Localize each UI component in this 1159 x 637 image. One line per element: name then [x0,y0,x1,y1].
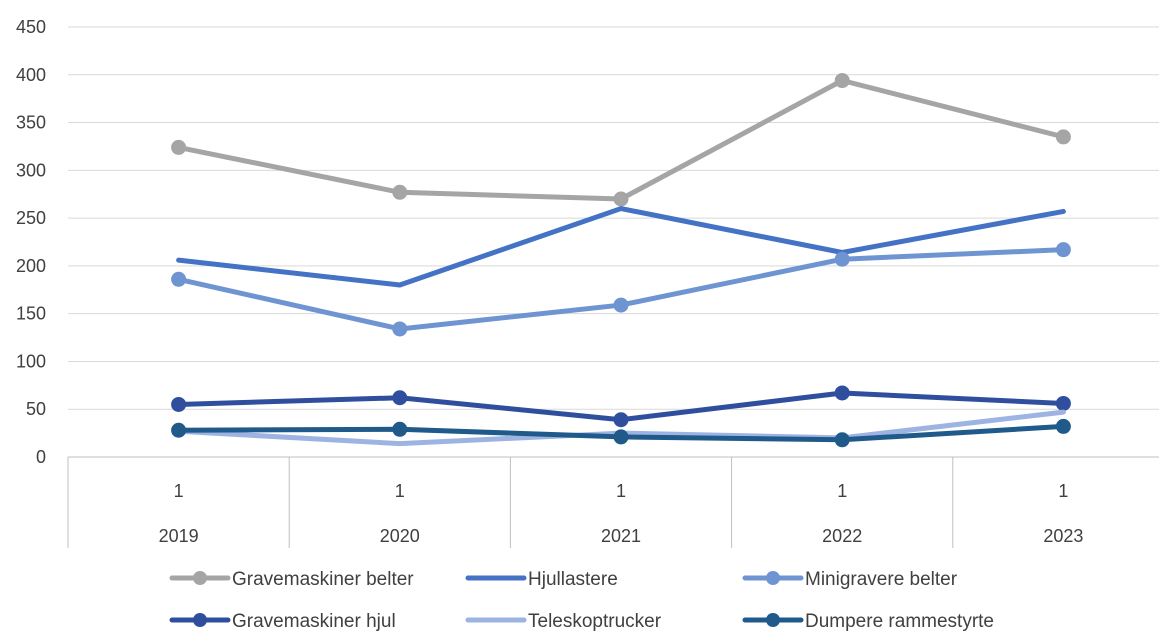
data-point [1055,418,1071,434]
legend-item: Teleskoptrucker [465,611,662,632]
data-point [392,390,408,406]
x-tick-label-year: 2023 [1043,526,1083,546]
legend-swatch-marker [193,571,207,585]
data-point [392,184,408,200]
legend-label: Gravemaskiner hjul [232,611,396,632]
legend-item: Minigravere belter [742,569,958,590]
legend-label: Hjullastere [528,569,618,590]
y-tick-label: 100 [16,351,46,371]
y-tick-label: 350 [16,113,46,133]
series-line [176,78,1066,202]
data-point [171,271,187,287]
data-point [1055,395,1071,411]
y-tick-label: 250 [16,208,46,228]
gridlines [68,26,1159,410]
x-tick-label-level1: 1 [1058,481,1068,501]
series-group [171,385,1071,428]
data-point [613,412,629,428]
y-tick-label: 0 [36,447,46,467]
series-group [171,73,1071,207]
series-lines [171,73,1071,448]
data-point [392,421,408,437]
data-point [171,139,187,155]
series-group [171,242,1071,337]
legend-label: Dumpere rammestyrte [805,611,994,632]
legend: Gravemaskiner belter Hjullastere Minigrave… [169,569,994,632]
x-tick-label-level1: 1 [395,481,405,501]
y-tick-label: 300 [16,160,46,180]
y-tick-label: 200 [16,256,46,276]
legend-label: Teleskoptrucker [528,611,662,632]
data-point [613,191,629,207]
x-tick-label-year: 2021 [601,526,641,546]
legend-label: Minigravere belter [805,569,958,590]
y-axis: 0 50 100 150 200 250 300 350 400 450 [16,17,46,467]
data-point [834,73,850,89]
data-point [613,429,629,445]
y-tick-label: 450 [16,17,46,37]
x-tick-label-level1: 1 [616,481,626,501]
data-point [834,385,850,401]
data-point [834,251,850,267]
series-group [171,418,1071,448]
data-point [171,396,187,412]
data-point [392,321,408,337]
data-point [1055,129,1071,145]
legend-item: Hjullastere [465,569,618,590]
legend-swatch-marker [766,613,780,627]
data-point [1055,242,1071,258]
y-tick-label: 400 [16,65,46,85]
y-tick-label: 50 [26,399,46,419]
data-point [834,432,850,448]
series-line [176,206,1066,288]
x-axis: 1 2019 1 2020 1 2021 1 2022 1 2023 [67,456,1159,548]
legend-item: Gravemaskiner belter [169,569,414,590]
x-tick-label-level1: 1 [837,481,847,501]
legend-item: Gravemaskiner hjul [169,611,396,632]
x-tick-label-level1: 1 [174,481,184,501]
series-group [176,206,1066,288]
series-line [176,247,1066,332]
data-point [171,422,187,438]
x-tick-label-year: 2022 [822,526,862,546]
legend-swatch-marker [193,613,207,627]
data-point [613,297,629,313]
y-tick-label: 150 [16,304,46,324]
x-tick-label-year: 2019 [159,526,199,546]
legend-label: Gravemaskiner belter [232,569,414,590]
legend-swatch-marker [766,571,780,585]
x-tick-label-year: 2020 [380,526,420,546]
legend-item: Dumpere rammestyrte [742,611,994,632]
